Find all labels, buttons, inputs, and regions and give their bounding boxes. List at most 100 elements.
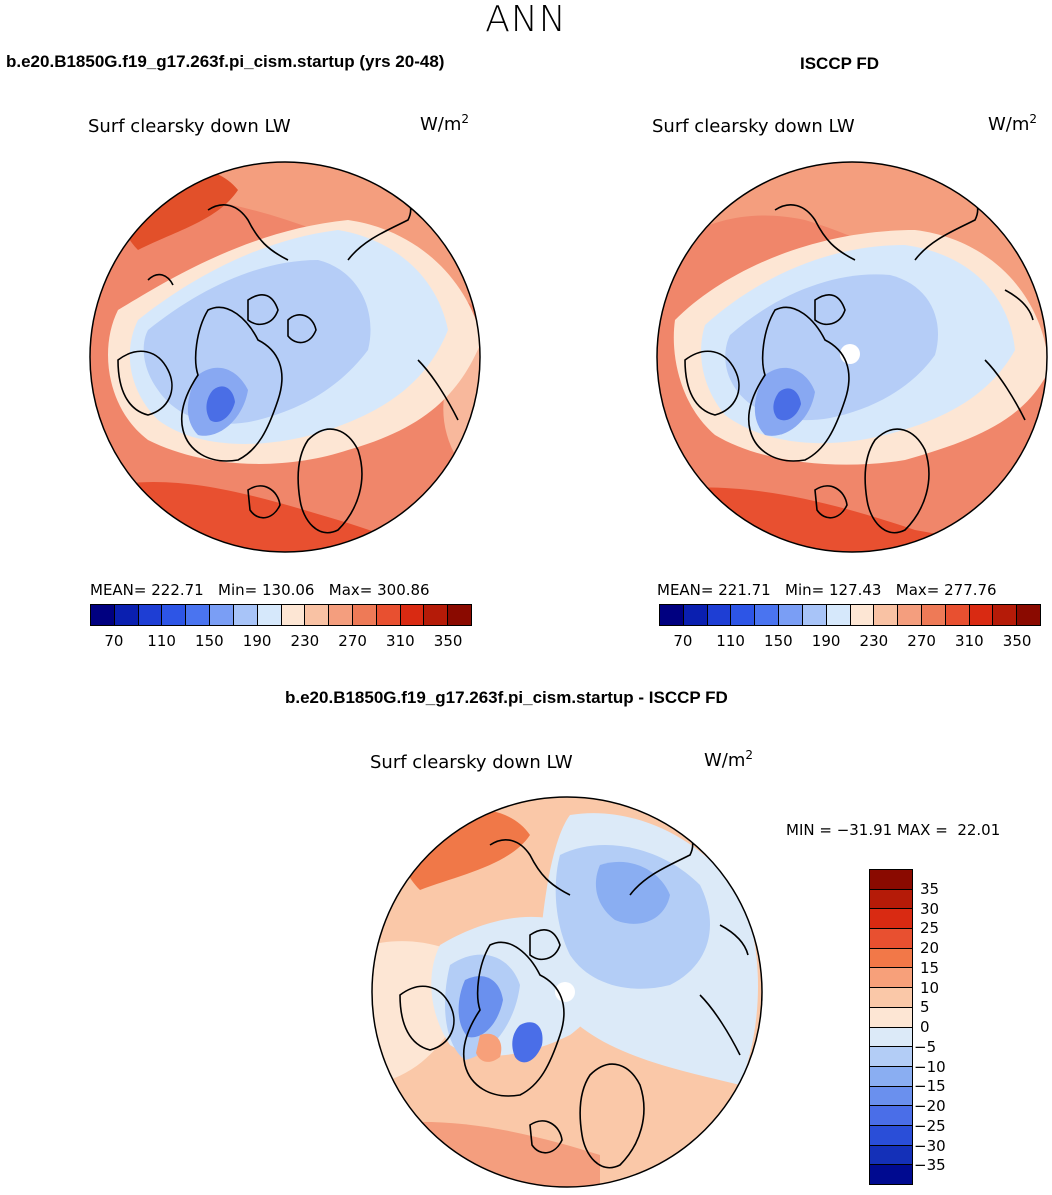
colorbar-swatch [870, 1106, 912, 1126]
colorbar-tick-label: 150 [764, 632, 793, 650]
colorbar-swatch [448, 605, 471, 625]
colorbar-swatch [945, 605, 970, 625]
colorbar-tick-label: 270 [338, 632, 367, 650]
colorbar-tick-label: 35 [920, 879, 940, 898]
colorbar-swatch [802, 605, 827, 625]
colorbar-tick-label: 5 [920, 998, 930, 1017]
right-panel-colorbar [659, 604, 1041, 626]
right-panel-stats: MEAN= 221.71 Min= 127.43 Max= 277.76 [657, 581, 997, 599]
diff-panel-units-label: W/m2 [704, 748, 754, 771]
colorbar-tick-label: 30 [920, 899, 940, 918]
colorbar-tick-label: 110 [147, 632, 176, 650]
diff-panel-colorbar-ticks: 35 30 25 20 15 10 5 0 −5 −10 −15 −20 −25 −30 −35 [914, 869, 980, 1185]
colorbar-swatch [850, 605, 875, 625]
colorbar-tick-label: 230 [290, 632, 320, 650]
right-panel-colorbar-ticks: 70 110 150 190 230 270 310 350 [659, 632, 1041, 652]
colorbar-tick-label: 230 [859, 632, 889, 650]
right-panel-units-label: W/m2 [988, 112, 1038, 135]
colorbar-swatch [870, 1047, 912, 1067]
colorbar-swatch [898, 605, 922, 625]
right-polar-map [656, 161, 1048, 553]
colorbar-swatch [210, 605, 234, 625]
colorbar-swatch [162, 605, 187, 625]
colorbar-tick-label: 70 [673, 632, 693, 650]
diff-panel-stats: MIN = −31.91 MAX = 22.01 [786, 821, 1001, 839]
colorbar-swatch [870, 1125, 912, 1146]
colorbar-swatch [755, 605, 780, 625]
colorbar-swatch [186, 605, 211, 625]
left-panel-colorbar [90, 604, 472, 626]
left-panel-colorbar-ticks: 70 110 150 190 230 270 310 350 [90, 632, 472, 652]
colorbar-tick-label: 150 [195, 632, 224, 650]
colorbar-tick-label: 20 [920, 939, 940, 957]
colorbar-swatch [870, 909, 912, 930]
colorbar-swatch [870, 948, 912, 969]
diff-polar-map [371, 796, 763, 1188]
right-panel-case-title: ISCCP FD [800, 54, 880, 73]
colorbar-swatch [826, 605, 851, 625]
left-panel-units-label: W/m2 [420, 112, 470, 135]
colorbar-tick-label: −30 [914, 1136, 946, 1155]
colorbar-tick-label: 15 [920, 958, 940, 977]
colorbar-swatch [400, 605, 425, 625]
colorbar-tick-label: 270 [907, 632, 936, 650]
colorbar-swatch [779, 605, 803, 625]
right-panel-variable-label: Surf clearsky down LW [652, 116, 855, 137]
colorbar-swatch [921, 605, 946, 625]
colorbar-tick-label: 350 [433, 632, 463, 650]
colorbar-swatch [424, 605, 449, 625]
colorbar-swatch [281, 605, 306, 625]
diff-panel-colorbar [869, 869, 913, 1185]
colorbar-swatch [870, 1165, 912, 1184]
left-panel-stats: MEAN= 222.71 Min= 130.06 Max= 300.86 [90, 581, 430, 599]
colorbar-tick-label: −20 [914, 1097, 946, 1115]
colorbar-swatch [870, 1027, 912, 1048]
colorbar-tick-label: −5 [914, 1037, 937, 1056]
colorbar-swatch [874, 605, 899, 625]
colorbar-swatch [683, 605, 708, 625]
colorbar-swatch [870, 1066, 912, 1087]
colorbar-swatch [91, 605, 115, 625]
colorbar-swatch [870, 1007, 912, 1028]
colorbar-tick-label: 10 [920, 978, 940, 997]
colorbar-tick-label: −25 [914, 1116, 946, 1135]
colorbar-swatch [352, 605, 377, 625]
colorbar-swatch [257, 605, 282, 625]
colorbar-tick-label: 310 [955, 632, 984, 650]
colorbar-swatch [870, 889, 912, 910]
colorbar-tick-label: 70 [104, 632, 124, 650]
colorbar-swatch [305, 605, 330, 625]
left-panel-variable-label: Surf clearsky down LW [88, 116, 291, 137]
left-polar-map [89, 161, 481, 553]
colorbar-swatch [138, 605, 163, 625]
colorbar-tick-label: 110 [716, 632, 745, 650]
colorbar-swatch [870, 968, 912, 989]
colorbar-swatch [660, 605, 684, 625]
diff-panel-variable-label: Surf clearsky down LW [370, 752, 573, 773]
colorbar-tick-label: 190 [811, 632, 841, 650]
colorbar-tick-label: 190 [242, 632, 272, 650]
colorbar-tick-label: 0 [920, 1018, 930, 1036]
colorbar-swatch [114, 605, 139, 625]
colorbar-swatch [870, 870, 912, 890]
colorbar-swatch [329, 605, 353, 625]
colorbar-swatch [1017, 605, 1040, 625]
colorbar-swatch [870, 1086, 912, 1107]
colorbar-swatch [233, 605, 258, 625]
colorbar-tick-label: 350 [1002, 632, 1032, 650]
colorbar-swatch [870, 1145, 912, 1166]
colorbar-tick-label: −15 [914, 1077, 946, 1096]
colorbar-swatch [731, 605, 756, 625]
colorbar-swatch [707, 605, 732, 625]
colorbar-tick-label: 310 [386, 632, 415, 650]
colorbar-tick-label: −35 [914, 1156, 946, 1175]
diff-panel-case-title: b.e20.B1850G.f19_g17.263f.pi_cism.startu… [285, 688, 728, 707]
colorbar-swatch [870, 929, 912, 949]
left-panel-case-title: b.e20.B1850G.f19_g17.263f.pi_cism.startu… [6, 52, 445, 71]
colorbar-swatch [376, 605, 401, 625]
colorbar-tick-label: −10 [914, 1057, 946, 1076]
colorbar-swatch [969, 605, 994, 625]
colorbar-swatch [993, 605, 1018, 625]
colorbar-tick-label: 25 [920, 919, 940, 938]
colorbar-swatch [870, 988, 912, 1008]
